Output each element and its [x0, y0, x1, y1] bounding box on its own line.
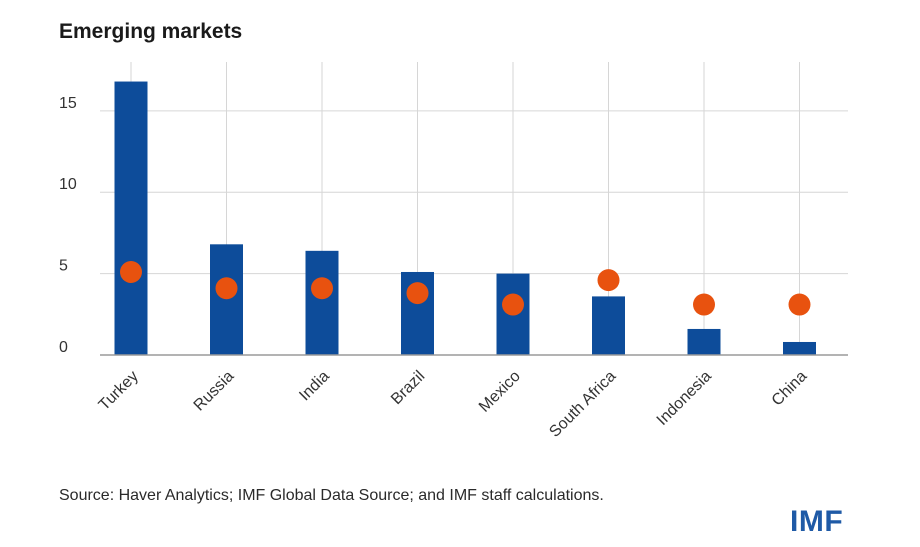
bar	[210, 244, 243, 355]
dot-marker	[406, 282, 429, 305]
x-tick-label: China	[769, 368, 811, 410]
x-tick-label: Russia	[191, 368, 238, 415]
y-tick-label: 10	[59, 176, 77, 193]
x-tick-label: Mexico	[476, 368, 524, 416]
dot-marker	[502, 293, 524, 316]
x-tick-label: India	[296, 368, 333, 405]
dot-marker	[120, 260, 142, 283]
dot-marker	[788, 293, 811, 316]
dot-marker	[215, 277, 238, 300]
dots	[120, 260, 811, 316]
x-tick-label: Indonesia	[654, 368, 715, 429]
imf-logo: IMF	[790, 505, 844, 538]
dot-marker	[693, 293, 715, 316]
bar	[592, 296, 625, 355]
y-tick-label: 0	[59, 339, 68, 356]
bar	[305, 250, 339, 355]
chart-title: Emerging markets	[59, 20, 243, 43]
x-tick-label: Brazil	[388, 368, 428, 408]
source-note: Source: Haver Analytics; IMF Global Data…	[59, 487, 604, 504]
bar	[687, 328, 721, 355]
bar	[114, 81, 148, 356]
x-tick-label: South Africa	[546, 368, 619, 441]
x-tick-label: Turkey	[96, 368, 142, 414]
dot-marker	[597, 269, 620, 292]
y-tick-label: 15	[59, 95, 77, 112]
bar	[783, 341, 816, 355]
y-tick-label: 5	[59, 258, 68, 275]
y-axis: 0 5 10 15	[59, 95, 77, 356]
x-axis: Turkey Russia India Brazil Mexico South Afric…	[96, 368, 811, 441]
dot-marker	[311, 277, 333, 300]
bars	[114, 81, 816, 356]
